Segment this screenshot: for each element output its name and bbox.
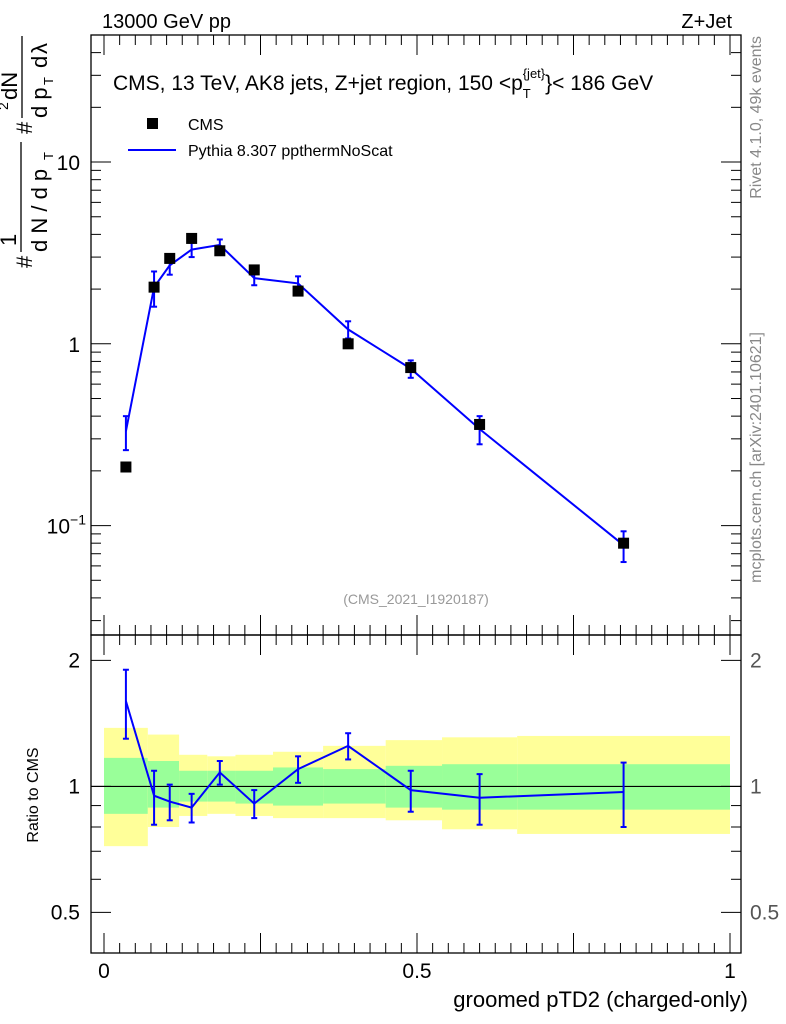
- mcplots-label: mcplots.cern.ch [arXiv:2401.10621]: [748, 332, 765, 583]
- svg-text:λ: λ: [27, 43, 52, 54]
- main-axis-ticks: 10−1 1 10: [47, 34, 741, 635]
- legend: CMS Pythia 8.307 ppthermNoScat: [128, 117, 393, 160]
- x-tick-label: 0.5: [402, 960, 431, 983]
- cms-data-point: [164, 252, 176, 264]
- ratio-y-tick-label-right: 0.5: [750, 901, 779, 924]
- rivet-version-label: Rivet 4.1.0, 49k events: [748, 36, 765, 199]
- svg-text:1: 1: [0, 234, 21, 246]
- cms-data-point: [248, 264, 260, 276]
- cms-data-point: [405, 362, 417, 374]
- x-tick-label: 0: [98, 960, 110, 983]
- svg-text:#: #: [12, 255, 37, 268]
- inner-uncertainty-band: [147, 761, 180, 808]
- x-tick-label: 1: [724, 960, 736, 983]
- svg-text:d: d: [27, 56, 52, 68]
- svg-text:T: T: [41, 77, 56, 85]
- ratio-axis-ticks: 0.5 0.5 1 1 2 2 0 0.5 1: [51, 635, 779, 983]
- cms-data-point: [474, 418, 486, 430]
- legend-cms-marker: [147, 118, 158, 129]
- cms-data-point: [292, 285, 304, 297]
- svg-text:T: T: [41, 152, 56, 160]
- svg-text:2: 2: [0, 102, 11, 110]
- svg-text:d N / d p: d N / d p: [27, 169, 52, 252]
- cms-data-point: [148, 281, 160, 293]
- y-tick-label: 10−1: [47, 512, 87, 539]
- legend-pythia-label: Pythia 8.307 ppthermNoScat: [188, 143, 393, 160]
- ratio-y-tick-label-left: 0.5: [51, 901, 80, 924]
- cms-data-point: [342, 338, 354, 350]
- beam-energy-label: 13000 GeV pp: [102, 11, 231, 33]
- cms-data-point: [186, 232, 198, 244]
- plot-title: CMS, 13 TeV, AK8 jets, Z+jet region, 150…: [113, 66, 653, 101]
- y-tick-label: 1: [68, 334, 80, 357]
- x-axis-label: groomed pTD2 (charged-only): [453, 987, 748, 1012]
- svg-text:dN: dN: [0, 72, 22, 100]
- svg-text:#: #: [12, 121, 37, 134]
- ratio-y-tick-label-right: 1: [750, 775, 762, 798]
- ratio-y-tick-label-left: 1: [68, 775, 80, 798]
- pythia-line: [124, 243, 625, 546]
- ratio-frame: [90, 634, 742, 954]
- y-tick-label: 10: [57, 152, 80, 175]
- legend-cms-label: CMS: [188, 117, 224, 134]
- cms-data-point: [120, 461, 132, 473]
- cms-data-point: [214, 245, 226, 257]
- ratio-y-tick-label-right: 2: [750, 649, 762, 672]
- main-ylabel: # 1 d N / d p T # 2 dN d p T d λ: [0, 36, 56, 268]
- process-label: Z+Jet: [681, 11, 732, 33]
- ratio-ylabel: Ratio to CMS: [25, 747, 42, 842]
- ratio-y-tick-label-left: 2: [68, 649, 80, 672]
- cms-data-point: [618, 537, 630, 549]
- analysis-id-label: (CMS_2021_I1920187): [343, 591, 489, 607]
- svg-text:d p: d p: [27, 87, 52, 118]
